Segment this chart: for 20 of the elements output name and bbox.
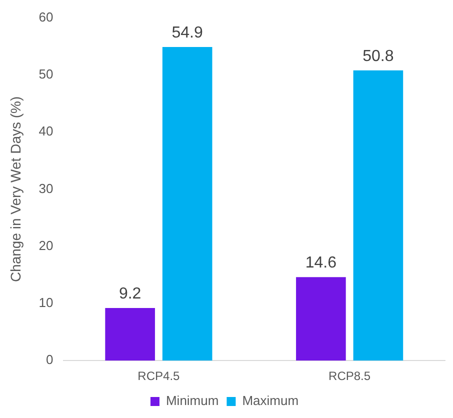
- x-tick-label: RCP4.5: [138, 369, 180, 384]
- y-tick-label: 0: [46, 352, 54, 368]
- y-axis-title: Change in Very Wet Days (%): [7, 96, 24, 282]
- y-tick-label: 20: [38, 238, 54, 253]
- y-tick-label: 60: [38, 9, 54, 24]
- x-tick-label: RCP8.5: [328, 369, 371, 384]
- y-tick-label: 30: [38, 180, 54, 196]
- bar: [353, 70, 404, 361]
- data-label: 54.9: [172, 24, 203, 42]
- bar: [296, 277, 346, 361]
- data-label: 50.8: [362, 48, 394, 65]
- y-tick-label: 40: [38, 124, 54, 139]
- data-label: 9.2: [118, 285, 142, 302]
- bar: [162, 46, 212, 361]
- y-tick-label: 50: [38, 66, 54, 82]
- y-tick-label: 10: [38, 295, 54, 310]
- bar: [105, 308, 155, 361]
- legend-label: Maximum: [242, 393, 299, 408]
- data-label: 14.6: [305, 254, 337, 272]
- legend-label: Minimum: [166, 393, 219, 408]
